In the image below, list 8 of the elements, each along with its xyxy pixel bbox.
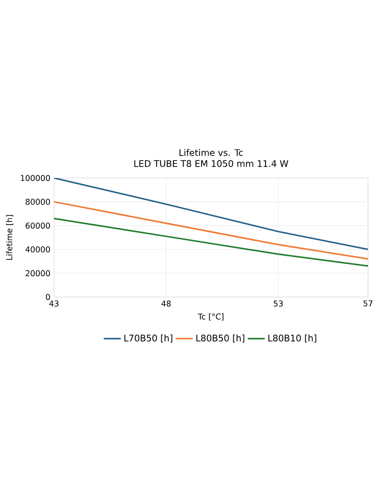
legend-label: L80B10 [h] [268, 334, 316, 343]
legend-label: L70B50 [h] [124, 334, 172, 343]
line-series [54, 201, 368, 260]
line-series [54, 178, 368, 250]
line-series [54, 218, 368, 267]
chart-title: Lifetime vs. Tc [179, 149, 243, 156]
chart-subtitle: LED TUBE T8 EM 1050 mm 11.4 W [134, 160, 288, 167]
legend-label: L80B50 [h] [196, 334, 244, 343]
